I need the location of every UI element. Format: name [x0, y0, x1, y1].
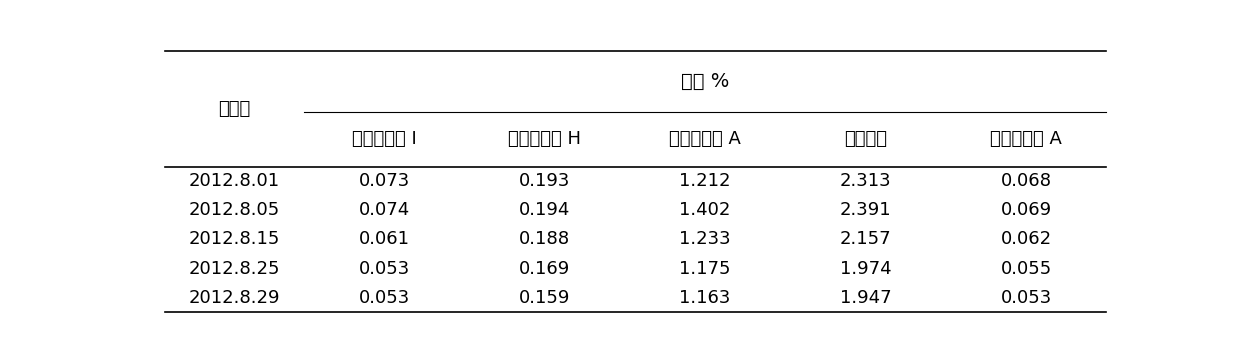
Text: 洋川芎内酯 I: 洋川芎内酯 I [352, 130, 417, 148]
Text: 0.053: 0.053 [1001, 289, 1052, 307]
Text: 薿苯内酯: 薿苯内酯 [844, 130, 887, 148]
Text: 1.402: 1.402 [680, 201, 730, 219]
Text: 2.391: 2.391 [839, 201, 892, 219]
Text: 0.053: 0.053 [358, 260, 410, 277]
Text: 1.947: 1.947 [839, 289, 892, 307]
Text: 0.074: 0.074 [358, 201, 410, 219]
Text: 2.157: 2.157 [839, 230, 892, 248]
Text: 洋川芎内酯 H: 洋川芎内酯 H [508, 130, 582, 148]
Text: 2012.8.01: 2012.8.01 [188, 172, 280, 190]
Text: 洋川芎内酯 A: 洋川芎内酯 A [670, 130, 742, 148]
Text: 0.194: 0.194 [520, 201, 570, 219]
Text: 1.974: 1.974 [839, 260, 892, 277]
Text: 0.061: 0.061 [358, 230, 409, 248]
Text: 0.169: 0.169 [520, 260, 570, 277]
Text: 0.159: 0.159 [520, 289, 570, 307]
Text: 0.188: 0.188 [520, 230, 570, 248]
Text: 2012.8.15: 2012.8.15 [188, 230, 280, 248]
Text: 指标 %: 指标 % [681, 72, 729, 91]
Text: 0.068: 0.068 [1001, 172, 1052, 190]
Text: 0.073: 0.073 [358, 172, 410, 190]
Text: 0.193: 0.193 [520, 172, 570, 190]
Text: 1.212: 1.212 [680, 172, 730, 190]
Text: 2.313: 2.313 [839, 172, 892, 190]
Text: 0.053: 0.053 [358, 289, 410, 307]
Text: 1.175: 1.175 [680, 260, 730, 277]
Text: 欧当归内酯 A: 欧当归内酯 A [991, 130, 1063, 148]
Text: 0.069: 0.069 [1001, 201, 1052, 219]
Text: 播种期: 播种期 [218, 100, 250, 118]
Text: 2012.8.25: 2012.8.25 [188, 260, 280, 277]
Text: 2012.8.05: 2012.8.05 [188, 201, 280, 219]
Text: 2012.8.29: 2012.8.29 [188, 289, 280, 307]
Text: 1.163: 1.163 [680, 289, 730, 307]
Text: 0.055: 0.055 [1001, 260, 1052, 277]
Text: 1.233: 1.233 [680, 230, 732, 248]
Text: 0.062: 0.062 [1001, 230, 1052, 248]
